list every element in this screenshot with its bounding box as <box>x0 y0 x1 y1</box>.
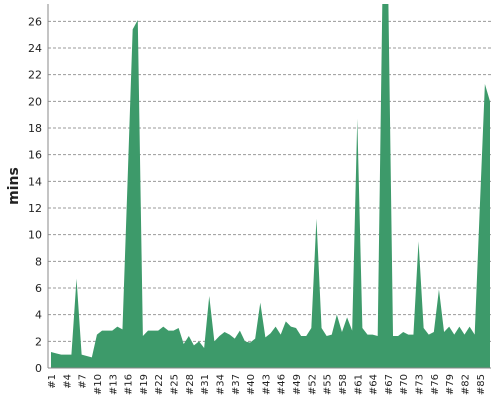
x-tick-label: #28 <box>185 374 196 395</box>
x-tick-label: #1 <box>47 374 58 389</box>
x-tick-label: #76 <box>430 374 441 395</box>
x-tick-label: #49 <box>292 374 303 395</box>
x-tick-label: #37 <box>231 374 242 395</box>
y-axis-label: mins <box>6 167 22 205</box>
y-tick-label: 0 <box>35 362 42 375</box>
x-tick-label: #58 <box>338 374 349 395</box>
y-tick-label: 2 <box>35 335 42 348</box>
x-tick-label: #34 <box>215 374 226 395</box>
x-tick-label: #22 <box>154 374 165 395</box>
x-tick-label: #40 <box>246 374 257 395</box>
y-tick-label: 26 <box>28 15 42 28</box>
x-tick-label: #61 <box>353 374 364 395</box>
x-tick-label: #55 <box>323 374 334 395</box>
x-tick-label: #73 <box>415 374 426 395</box>
x-tick-label: #79 <box>445 374 456 395</box>
x-tick-label: #52 <box>307 374 318 395</box>
y-tick-label: 24 <box>28 42 42 55</box>
x-tick-label: #85 <box>476 374 487 395</box>
y-tick-label: 22 <box>28 69 42 82</box>
y-tick-label: 10 <box>28 229 42 242</box>
x-tick-label: #7 <box>78 374 89 389</box>
x-tick-label: #67 <box>384 374 395 395</box>
y-tick-label: 12 <box>28 202 42 215</box>
x-tick-label: #25 <box>170 374 181 395</box>
x-tick-label: #4 <box>62 374 73 389</box>
x-tick-label: #64 <box>369 374 380 395</box>
y-tick-label: 16 <box>28 149 42 162</box>
x-tick-label: #31 <box>200 374 211 395</box>
y-tick-label: 14 <box>28 175 42 188</box>
x-tick-label: #16 <box>124 374 135 395</box>
y-tick-label: 20 <box>28 95 42 108</box>
y-tick-label: 18 <box>28 122 42 135</box>
y-tick-label: 4 <box>35 309 42 322</box>
x-tick-label: #82 <box>460 374 471 395</box>
x-tick-label: #10 <box>93 374 104 395</box>
area <box>51 4 490 368</box>
x-tick-label: #46 <box>277 374 288 395</box>
y-tick-label: 6 <box>35 282 42 295</box>
y-tick-label: 8 <box>35 255 42 268</box>
x-tick-label: #13 <box>108 374 119 395</box>
x-tick-label: #70 <box>399 374 410 395</box>
x-tick-label: #43 <box>261 374 272 395</box>
x-tick-label: #19 <box>139 374 150 395</box>
